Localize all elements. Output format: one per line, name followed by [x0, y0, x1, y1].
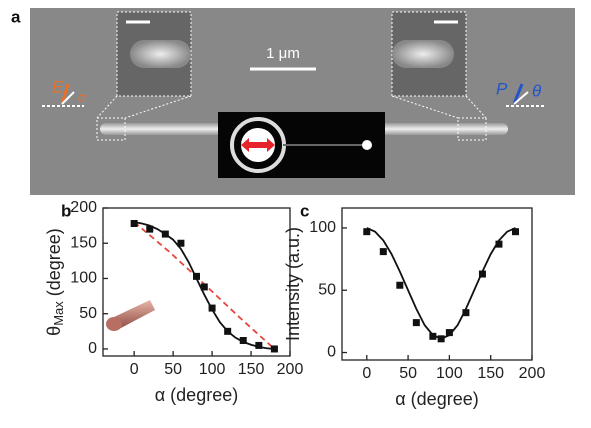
data-point [200, 283, 208, 291]
panel-label: b [61, 201, 71, 220]
ref-arrow [61, 91, 75, 105]
data-point [270, 345, 278, 353]
end-emission [362, 140, 372, 150]
rod-body [112, 300, 155, 330]
data-point [363, 228, 371, 236]
data-point [495, 240, 503, 248]
y-tick-label: 50 [79, 305, 97, 322]
rod-end [106, 317, 122, 331]
y-tick-label: 0 [88, 340, 97, 357]
panel-label: a [11, 7, 21, 26]
ref-arrow [513, 91, 529, 105]
data-point [130, 220, 138, 228]
polarization-arrow [241, 138, 275, 152]
y-tick-label: 100 [70, 270, 97, 287]
x-tick-label: 0 [130, 361, 139, 378]
e-label: E [52, 77, 64, 96]
scale-label: 1 μm [266, 45, 300, 62]
wire-end [130, 40, 191, 68]
data-point [146, 225, 154, 233]
x-axis-label: α (degree) [395, 389, 478, 409]
x-tick-label: 200 [277, 361, 304, 378]
p-label: P [496, 79, 508, 98]
y-axis-label-part: (degree) [44, 228, 64, 301]
data-point [412, 319, 420, 327]
alpha-label: α [78, 89, 86, 104]
y-tick-label: 200 [70, 199, 97, 216]
x-tick-label: 100 [436, 365, 463, 382]
fit-line [134, 221, 275, 350]
x-tick-label: 50 [399, 365, 417, 382]
p-arrow [512, 83, 524, 105]
data-point [445, 329, 453, 337]
y-tick-label: 100 [309, 219, 336, 236]
y-tick-label: 150 [70, 234, 97, 251]
y-axis-label-part: θ [44, 326, 64, 336]
x-axis-label: α (degree) [155, 385, 238, 405]
fit-line [366, 227, 516, 340]
plot-frame [102, 207, 291, 357]
rod-icon [106, 300, 155, 331]
panel-label: c [300, 201, 309, 220]
y-axis-label-part: Intensity (a.u.) [283, 227, 303, 341]
x-tick-label: 150 [238, 361, 265, 378]
data-point [255, 341, 263, 349]
theta-label: θ [532, 81, 542, 100]
connector [96, 95, 118, 119]
wire-end [392, 40, 454, 68]
data-point [208, 304, 216, 312]
x-tick-label: 200 [519, 365, 546, 382]
x-tick-label: 150 [477, 365, 504, 382]
y-axis-label-part: Max [51, 301, 66, 326]
data-point [193, 272, 200, 280]
data-point [511, 228, 519, 236]
data-point [478, 270, 486, 278]
data-point [379, 248, 387, 256]
y-tick-label: 50 [318, 281, 336, 298]
roi [96, 117, 126, 141]
connector [391, 95, 459, 119]
plot-frame [341, 207, 533, 361]
data-point [396, 281, 404, 289]
connector [124, 95, 192, 119]
e-arrow [60, 83, 70, 105]
x-tick-label: 100 [199, 361, 226, 378]
data-point [224, 327, 232, 335]
data-point [437, 335, 445, 343]
data-point [462, 309, 470, 317]
x-tick-label: 50 [164, 361, 182, 378]
data-point [161, 230, 169, 238]
x-tick-label: 0 [362, 365, 371, 382]
connector [465, 95, 487, 119]
y-axis-label: θMax (degree) [44, 228, 67, 336]
sem-image: 1 μm E α P θ [30, 8, 575, 195]
y-tick-label: 0 [327, 344, 336, 361]
roi [457, 117, 487, 141]
y-axis-label: Intensity (a.u.) [283, 227, 303, 341]
data-point [239, 336, 247, 344]
data-point [177, 239, 185, 247]
data-point [429, 332, 437, 340]
